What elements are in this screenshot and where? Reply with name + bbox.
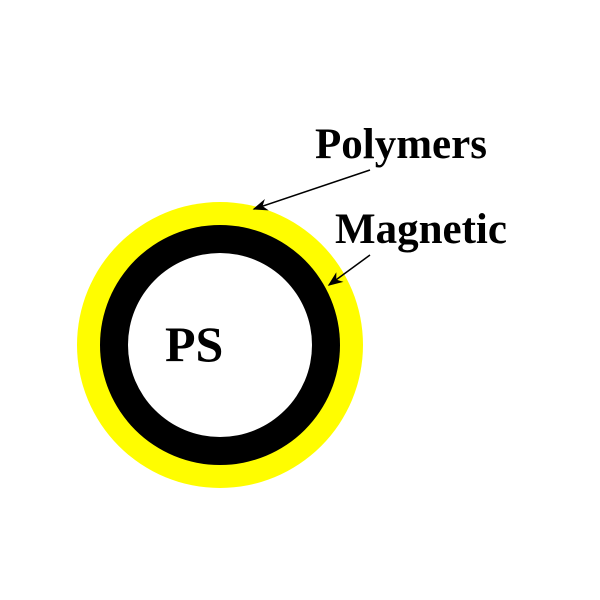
label-magnetic: Magnetic — [335, 205, 507, 254]
label-polymers: Polymers — [315, 120, 487, 169]
diagram-canvas: PS Polymers Magnetic — [0, 0, 600, 600]
polymers-arrow — [254, 170, 370, 209]
core-label: PS — [165, 315, 223, 373]
